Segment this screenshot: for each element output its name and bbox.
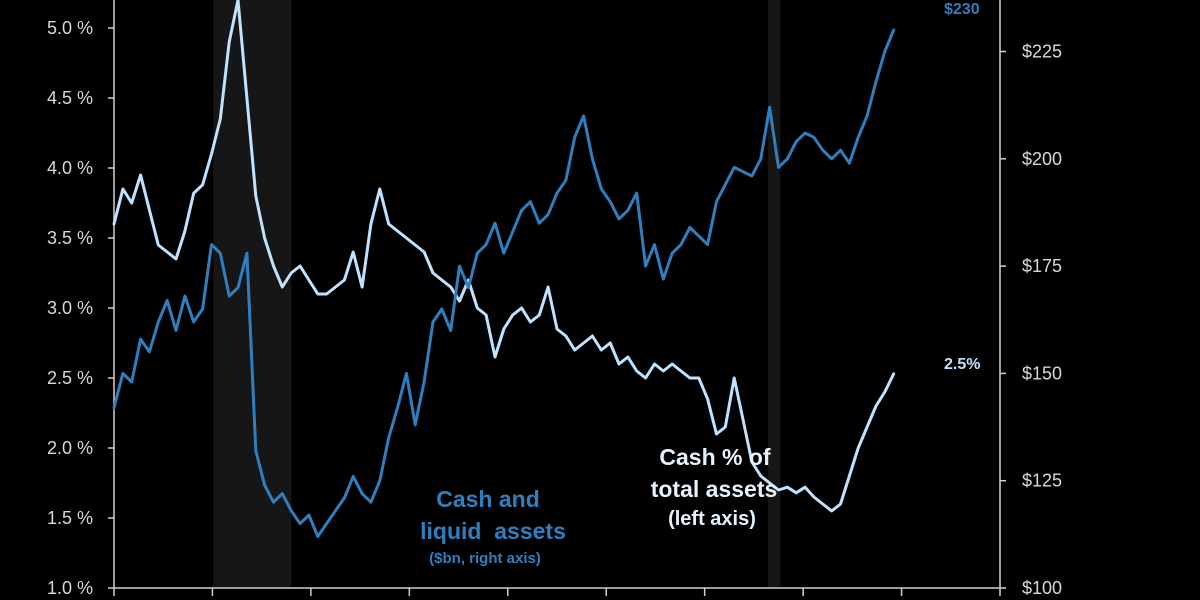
annotation-cash-bn-line-2: liquid assets	[420, 518, 566, 544]
right-tick-label: $225	[1022, 42, 1062, 62]
left-tick-label: 4.0 %	[47, 158, 93, 178]
series-lines	[112, 0, 896, 538]
left-tick-label: 1.5 %	[47, 508, 93, 528]
series-line-cash-bn	[112, 28, 896, 538]
right-tick-label: $100	[1022, 578, 1062, 598]
annotation-cash-pct-line-1: Cash % of	[659, 444, 771, 470]
right-tick-label: $150	[1022, 363, 1062, 383]
recession-band-1	[213, 0, 292, 588]
left-tick-label: 3.0 %	[47, 298, 93, 318]
annotation-cash-bn-sub: ($bn, right axis)	[429, 550, 541, 567]
left-tick-label: 4.5 %	[47, 88, 93, 108]
left-tick-label: 5.0 %	[47, 18, 93, 38]
left-tick-label: 2.0 %	[47, 438, 93, 458]
annotations: Cash and liquid assets ($bn, right axis)…	[420, 1, 980, 567]
left-tick-label: 2.5 %	[47, 368, 93, 388]
annotation-cash-pct-line-3: (left axis)	[668, 508, 756, 530]
annotation-cash-bn-line-1: Cash and	[436, 486, 540, 512]
right-tick-label: $200	[1022, 149, 1062, 169]
left-tick-label: 1.0 %	[47, 578, 93, 598]
end-label-bn: $230	[944, 1, 980, 18]
recession-band-2	[767, 0, 781, 588]
recession-bands	[213, 0, 781, 588]
series-line-cash-pct	[112, 0, 896, 513]
axes: 1.0 % 1.5 % 2.0 % 2.5 % 3.0 % 3.5 % 4.0 % 4.5 %…	[47, 0, 1062, 598]
right-tick-label: $125	[1022, 471, 1062, 491]
right-tick-label: $175	[1022, 256, 1062, 276]
end-label-pct: 2.5%	[944, 356, 980, 373]
annotation-cash-pct-line-2: total assets	[651, 476, 778, 502]
left-tick-label: 3.5 %	[47, 228, 93, 248]
